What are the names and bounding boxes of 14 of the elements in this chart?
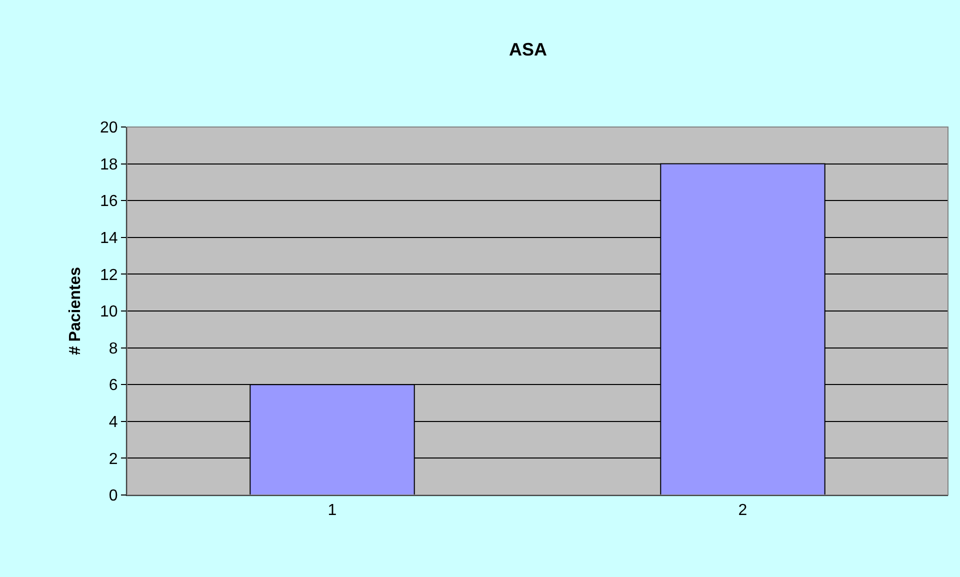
y-tick-label: 2 <box>108 450 118 468</box>
y-tick-label: 14 <box>100 230 118 247</box>
y-tick-label: 10 <box>100 304 118 321</box>
y-tick-label: 8 <box>108 340 118 358</box>
y-tick-label: 4 <box>108 414 118 431</box>
y-tick-label: 18 <box>100 156 118 174</box>
y-tick-label: 12 <box>100 266 118 284</box>
y-tick-label: 0 <box>108 488 118 505</box>
x-tick-label: 1 <box>328 502 337 520</box>
y-axis-title: # Pacientes <box>66 266 84 356</box>
chart-title: ASA <box>508 39 548 60</box>
y-tick-label: 20 <box>100 120 118 137</box>
y-tick-label: 6 <box>108 377 118 394</box>
y-tick-label: 16 <box>100 193 118 210</box>
